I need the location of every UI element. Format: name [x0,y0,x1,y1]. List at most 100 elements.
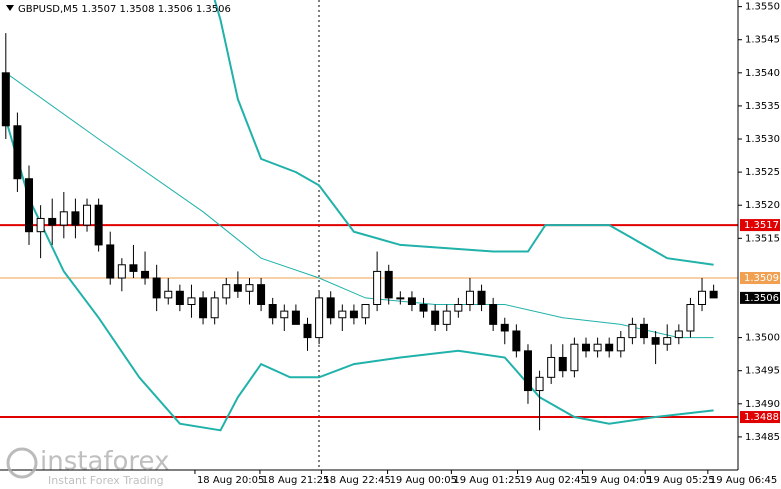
candle-body [547,356,556,378]
candle-body [407,297,416,306]
candle-body [442,310,451,325]
candle-body [500,323,509,332]
candle-body [315,297,324,339]
candle-body [431,310,440,325]
candle-body [373,270,382,306]
candle-body [686,304,695,332]
x-tick-label: 18 Aug 20:05 [197,475,264,486]
level-label: 1.3509 [744,273,779,284]
y-tick-label: 1.3535 [745,101,780,112]
chart-title: GBPUSD,M5 1.3507 1.3508 1.3506 1.3506 [18,4,231,15]
candle-body [222,284,231,299]
last-price-label: 1.3506 [744,293,779,304]
candle-body [570,343,579,372]
y-tick-label: 1.3545 [745,35,780,46]
level-label: 1.3517 [744,220,779,231]
candle-body [523,350,532,392]
candle-body [106,244,115,279]
candle-body [396,297,405,300]
candle-body [581,343,590,352]
candle-body [651,337,660,345]
candle-body [674,330,683,339]
candle-body [117,264,126,279]
candle-body [326,297,335,319]
candle-body [94,204,103,246]
candle-body [129,264,138,272]
level-label-box [740,219,780,232]
candle-body [199,297,208,319]
level-label: 1.3488 [744,412,779,423]
candle-body [361,304,370,319]
candle-body [489,304,498,325]
candle-body [164,290,173,299]
symbol-arrow [6,5,14,11]
y-tick-label: 1.3515 [745,233,780,244]
indicator-line [213,0,714,266]
y-tick-label: 1.3520 [745,200,780,211]
last-price-box [740,291,780,304]
x-tick-label: 19 Aug 06:45 [710,475,777,486]
y-tick-label: 1.3540 [745,68,780,79]
indicator-line [4,118,714,432]
watermark-tagline: Instant Forex Trading [48,474,164,487]
candle-body [535,376,544,392]
x-tick-label: 19 Aug 01:25 [453,475,520,486]
candle-body [25,178,34,233]
x-tick-label: 18 Aug 21:25 [262,475,329,486]
watermark: instaforex Instant Forex Trading [6,447,169,487]
candle-body [465,290,474,306]
candle-body [709,290,718,299]
y-tick-label: 1.3550 [745,2,780,13]
candle-body [210,297,219,319]
candle-body [616,337,625,352]
candle-body [558,356,567,372]
candle-body [303,323,312,339]
candle-body [13,125,22,180]
candle-body [349,310,358,319]
watermark-logo [6,447,38,479]
candle-body [477,290,486,306]
candle-body [338,310,347,319]
y-tick-label: 1.3530 [745,134,780,145]
candle-body [384,270,393,299]
y-tick-label: 1.3490 [745,399,780,410]
candle-body [593,343,602,352]
plot [0,0,738,432]
candle-body [175,290,184,306]
candle-body [233,284,242,292]
candle-body [71,211,80,226]
candle-body [36,217,45,233]
x-tick-label: 18 Aug 22:45 [323,475,390,486]
candle-body [628,323,637,339]
x-tick-label: 19 Aug 02:45 [520,475,587,486]
candle-body [698,290,707,306]
candle-body [280,310,289,319]
candle-body [663,337,672,345]
candle-body [152,277,161,299]
candle-body [48,217,57,226]
y-tick-label: 1.3500 [745,333,780,344]
candle-body [59,211,68,226]
candle-body [257,284,266,306]
candle-body [141,270,150,279]
candle-body [640,323,649,339]
x-tick-label: 19 Aug 04:05 [585,475,652,486]
candle-body [245,284,254,292]
level-label-box [740,411,780,424]
y-tick-label: 1.3525 [745,167,780,178]
watermark-brand: instaforex [40,447,169,477]
candle-body [268,304,277,319]
candle-body [1,72,10,127]
candle-body [419,304,428,312]
y-tick-label: 1.3485 [745,432,780,443]
x-tick-label: 19 Aug 00:05 [390,475,457,486]
candle-body [83,204,92,226]
candle-body [454,304,463,312]
candle-body [605,343,614,352]
candle-body [291,310,300,325]
candle-body [187,297,196,306]
y-tick-label: 1.3495 [745,366,780,377]
x-tick-label: 19 Aug 05:25 [647,475,714,486]
